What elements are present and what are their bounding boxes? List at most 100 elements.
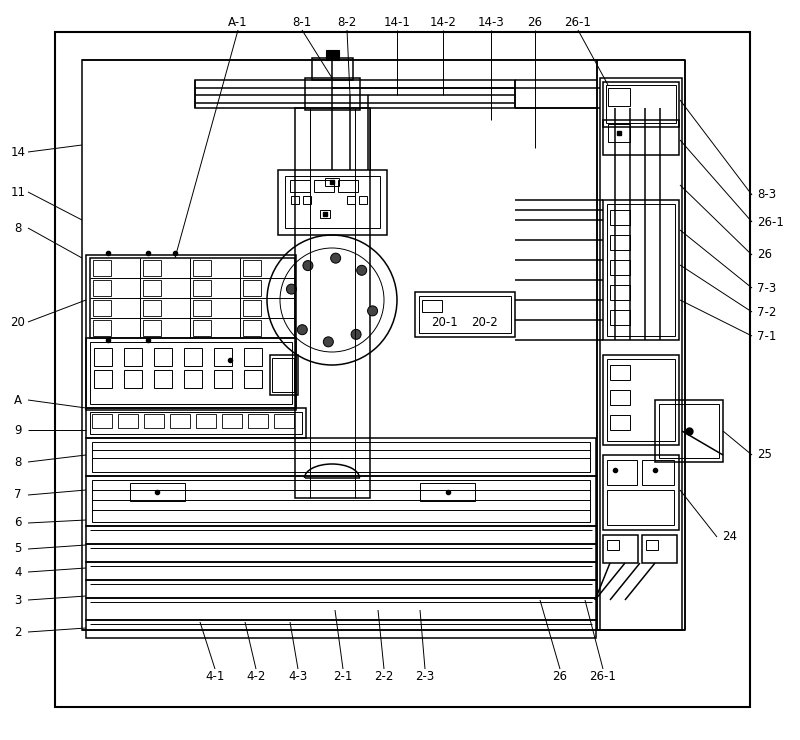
Bar — [90, 342, 292, 404]
Bar — [607, 359, 675, 441]
Bar — [86, 476, 596, 526]
Bar — [422, 300, 442, 312]
Bar — [124, 348, 142, 366]
Text: 4-3: 4-3 — [288, 670, 308, 684]
Bar — [600, 78, 682, 630]
Bar — [610, 260, 630, 275]
Bar — [93, 280, 111, 296]
Text: 7-3: 7-3 — [757, 281, 776, 295]
Bar — [646, 540, 658, 550]
Bar — [243, 320, 261, 336]
Bar — [193, 260, 211, 276]
Bar — [610, 415, 630, 430]
Bar — [144, 414, 164, 428]
Text: 2: 2 — [14, 625, 22, 639]
Bar — [92, 480, 590, 522]
Text: 8: 8 — [14, 456, 22, 468]
Text: 6: 6 — [14, 517, 22, 530]
Bar — [94, 370, 112, 388]
Bar — [170, 414, 190, 428]
Bar — [291, 196, 299, 204]
Text: 20: 20 — [10, 315, 26, 329]
Bar — [86, 544, 596, 562]
Bar — [94, 348, 112, 366]
Bar — [607, 490, 674, 525]
Bar — [195, 80, 515, 108]
Bar — [608, 88, 630, 106]
Text: 5: 5 — [14, 542, 22, 556]
Bar — [244, 348, 262, 366]
Text: 14-3: 14-3 — [478, 16, 504, 29]
Bar — [143, 300, 161, 316]
Bar — [312, 58, 353, 80]
Text: 4-2: 4-2 — [246, 670, 266, 684]
Text: 11: 11 — [10, 186, 26, 198]
Bar — [597, 60, 685, 630]
Text: 26-1: 26-1 — [565, 16, 591, 29]
Bar — [655, 400, 723, 462]
Bar — [193, 320, 211, 336]
Bar — [606, 85, 676, 123]
Text: 3: 3 — [14, 593, 22, 607]
Bar — [607, 204, 675, 336]
Bar — [659, 404, 719, 458]
Bar — [248, 414, 268, 428]
Bar — [610, 365, 630, 380]
Bar — [603, 82, 679, 127]
Bar — [93, 260, 111, 276]
Bar — [222, 414, 242, 428]
Bar — [642, 460, 674, 485]
Circle shape — [367, 306, 378, 316]
Text: 20-2: 20-2 — [470, 315, 498, 329]
Text: A: A — [14, 394, 22, 406]
Bar — [244, 370, 262, 388]
Bar — [305, 78, 360, 110]
Bar — [603, 455, 679, 530]
Circle shape — [323, 337, 334, 347]
Bar — [272, 358, 294, 392]
Bar — [82, 60, 597, 630]
Text: 8-3: 8-3 — [757, 189, 776, 201]
Bar — [610, 390, 630, 405]
Bar — [86, 620, 596, 638]
Text: 7-1: 7-1 — [757, 329, 776, 343]
Text: 2-3: 2-3 — [415, 670, 434, 684]
Bar — [92, 442, 590, 472]
Bar — [86, 408, 306, 438]
Bar — [603, 200, 679, 340]
Text: 26: 26 — [757, 249, 772, 261]
Text: 7-2: 7-2 — [757, 306, 776, 318]
Bar — [92, 414, 112, 428]
Bar — [274, 414, 294, 428]
Bar — [93, 320, 111, 336]
Bar — [419, 296, 511, 333]
Bar — [196, 414, 216, 428]
Bar — [214, 370, 232, 388]
Bar — [143, 320, 161, 336]
Bar — [90, 258, 295, 338]
Bar — [610, 310, 630, 325]
Bar — [603, 535, 638, 563]
Text: 26-1: 26-1 — [757, 215, 784, 229]
Text: 2-2: 2-2 — [374, 670, 394, 684]
Bar — [347, 196, 355, 204]
Bar — [290, 180, 310, 192]
Bar — [610, 235, 630, 250]
Bar — [359, 196, 367, 204]
Bar — [184, 348, 202, 366]
Bar — [93, 300, 111, 316]
Text: 7: 7 — [14, 488, 22, 502]
Bar — [184, 370, 202, 388]
Bar — [193, 280, 211, 296]
Bar — [86, 526, 596, 544]
Bar — [214, 348, 232, 366]
Bar — [325, 178, 339, 186]
Bar — [420, 483, 475, 501]
Bar — [278, 170, 387, 235]
Bar — [603, 120, 679, 155]
Text: 14: 14 — [10, 146, 26, 158]
Bar — [295, 108, 370, 498]
Bar — [90, 412, 302, 434]
Text: 26: 26 — [553, 670, 567, 684]
Bar — [314, 180, 334, 192]
